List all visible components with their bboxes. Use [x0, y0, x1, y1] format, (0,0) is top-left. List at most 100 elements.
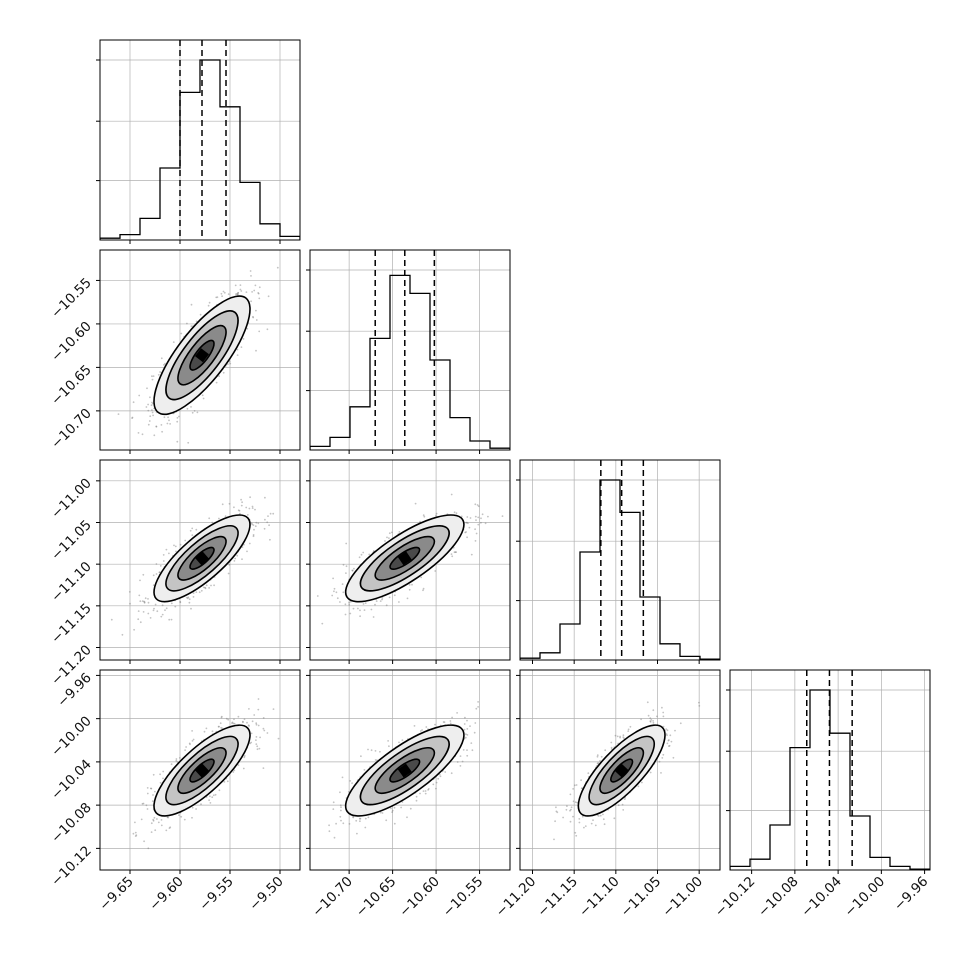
scatter-point — [475, 532, 478, 535]
x-tick-label: −10.60 — [396, 874, 443, 921]
density-contour — [374, 747, 436, 795]
scatter-point — [144, 597, 147, 600]
scatter-point — [151, 409, 153, 411]
scatter-point — [243, 755, 246, 757]
scatter-point — [477, 701, 479, 703]
scatter-point — [251, 505, 254, 508]
scatter-point — [450, 493, 453, 496]
scatter-point — [221, 727, 224, 730]
scatter-point — [268, 524, 270, 527]
scatter-point — [190, 303, 193, 306]
scatter-point — [406, 816, 408, 819]
scatter-point — [247, 724, 250, 727]
scatter-point — [422, 589, 424, 592]
scatter-point — [352, 816, 355, 819]
scatter-point — [253, 528, 255, 531]
y-tick-label: −10.00 — [48, 713, 95, 760]
scatter-point — [341, 776, 344, 779]
scatter-point — [248, 542, 251, 545]
scatter-point — [195, 808, 198, 810]
scatter-point — [359, 609, 361, 612]
scatter-point — [460, 515, 463, 518]
scatter-point — [170, 602, 173, 605]
density-contour — [165, 525, 239, 592]
scatter-point — [246, 721, 248, 724]
scatter-point — [477, 706, 479, 708]
scatter-point — [258, 286, 261, 289]
scatter-point — [147, 403, 150, 406]
scatter-point — [146, 787, 149, 789]
scatter-point — [254, 525, 257, 528]
density-contour — [153, 514, 251, 603]
scatter-point — [381, 597, 384, 599]
scatter-point — [340, 806, 342, 809]
scatter-point — [142, 573, 145, 576]
scatter-point — [155, 573, 158, 575]
scatter-point — [153, 607, 155, 610]
scatter-point — [192, 592, 195, 594]
scatter-point — [374, 603, 376, 606]
scatter-point — [193, 410, 196, 412]
scatter-point — [463, 723, 466, 725]
scatter-point — [186, 322, 188, 325]
scatter-point — [415, 795, 418, 798]
panel-frame — [309, 459, 511, 661]
scatter-point — [408, 584, 411, 586]
scatter-point — [340, 819, 342, 822]
scatter-point — [462, 749, 465, 751]
scatter-point — [220, 726, 223, 729]
scatter-point — [370, 749, 373, 752]
scatter-point — [304, 707, 306, 709]
scatter-point — [222, 371, 225, 374]
scatter-point — [391, 811, 393, 813]
scatter-point — [359, 817, 362, 820]
scatter-point — [345, 565, 348, 568]
scatter-point — [190, 325, 193, 328]
scatter-point — [165, 607, 168, 610]
scatter-point — [368, 553, 371, 556]
scatter-point — [251, 291, 254, 293]
scatter-point — [227, 363, 229, 365]
scatter-point — [213, 584, 216, 587]
scatter-point — [161, 613, 164, 616]
scatter-point — [328, 830, 331, 833]
y-tick-label: −10.08 — [48, 800, 95, 847]
scatter-point — [139, 579, 141, 582]
scatter-point — [477, 516, 480, 519]
scatter-point — [253, 714, 256, 716]
scatter-point — [679, 722, 682, 725]
scatter-point — [134, 835, 137, 837]
scatter-point — [257, 698, 260, 700]
scatter-point — [246, 550, 248, 553]
scatter-point — [117, 413, 120, 415]
scatter-point — [384, 540, 386, 542]
scatter-point — [179, 601, 182, 604]
scatter-point — [154, 790, 156, 793]
scatter-point — [228, 563, 231, 566]
scatter-point — [242, 720, 244, 723]
scatter-point — [470, 553, 473, 556]
scatter-point — [215, 296, 218, 299]
scatter-point — [455, 512, 458, 515]
scatter-point — [150, 822, 153, 825]
scatter-point — [221, 503, 224, 506]
scatter-point — [192, 596, 195, 598]
scatter-point — [386, 536, 388, 539]
scatter-point — [138, 394, 141, 397]
scatter-point — [572, 800, 575, 803]
scatter-point — [360, 553, 363, 556]
scatter-point — [372, 616, 375, 618]
x-tick-label: −9.60 — [146, 874, 187, 915]
scatter-point — [137, 432, 140, 434]
scatter-point — [474, 503, 477, 506]
density-contour — [389, 758, 421, 783]
scatter-point — [229, 362, 232, 365]
scatter-point — [454, 551, 457, 553]
scatter-point — [425, 726, 428, 728]
scatter-point — [188, 742, 191, 745]
scatter-point — [212, 794, 215, 797]
scatter-point — [272, 512, 275, 515]
scatter-point — [304, 586, 306, 588]
scatter-point — [158, 571, 161, 574]
scatter-point — [150, 831, 153, 833]
